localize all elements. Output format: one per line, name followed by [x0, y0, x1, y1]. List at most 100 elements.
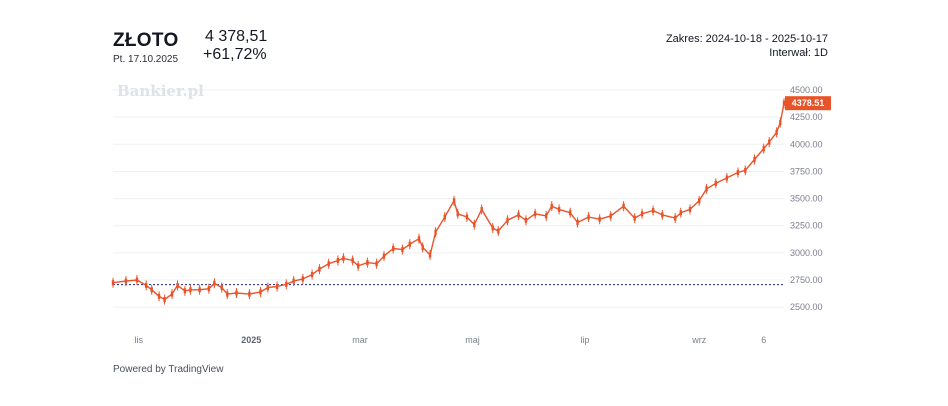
- candle-body: [310, 272, 314, 278]
- candle-body: [779, 120, 782, 126]
- candle-body: [220, 285, 223, 291]
- y-tick-label: 3500.00: [790, 194, 823, 204]
- interval: Interwał: 1D: [769, 47, 828, 59]
- candle-body: [275, 284, 279, 290]
- candle-body: [428, 252, 432, 258]
- y-tick-label: 3750.00: [790, 166, 823, 176]
- candle-body: [198, 287, 201, 293]
- x-tick-label: maj: [465, 335, 480, 345]
- candle-body: [366, 260, 369, 266]
- candle-body: [775, 129, 778, 135]
- candle-body: [688, 206, 692, 212]
- candle-body: [568, 210, 572, 216]
- candle-body: [491, 225, 494, 231]
- candle-body: [465, 214, 469, 220]
- bankier-watermark: Bankier.pl: [117, 82, 204, 100]
- candle-body: [318, 266, 321, 272]
- candle-body: [375, 261, 378, 267]
- candle-body: [327, 261, 330, 267]
- candle-body: [207, 286, 211, 292]
- candle-body: [111, 280, 115, 286]
- candle-body: [640, 211, 644, 217]
- candle-body: [421, 244, 424, 250]
- candle-body: [285, 281, 288, 287]
- y-tick-label: 4000.00: [790, 139, 823, 149]
- candle-body: [170, 291, 174, 297]
- candle-body: [598, 216, 601, 222]
- candle-body: [698, 198, 701, 204]
- candle-body: [651, 208, 655, 214]
- candle-body: [292, 278, 295, 284]
- price-change: +61,72%: [203, 46, 267, 63]
- candle-body: [342, 255, 345, 261]
- candle-body: [336, 257, 340, 263]
- candle-body: [714, 180, 717, 186]
- candle-body: [135, 277, 139, 283]
- y-tick-label: 4250.00: [790, 112, 823, 122]
- current-price: 4 378,51: [205, 28, 268, 45]
- candle-body: [473, 222, 476, 228]
- x-tick-label: lip: [580, 335, 589, 345]
- candle-body: [259, 289, 262, 295]
- candle-body: [622, 203, 625, 209]
- candle-body: [176, 282, 179, 288]
- date-range: Zakres: 2024-10-18 - 2025-10-17: [665, 33, 828, 45]
- candle-body: [434, 229, 437, 235]
- candle-body: [674, 215, 677, 221]
- candle-body: [183, 288, 187, 294]
- last-value-badge: [785, 96, 831, 111]
- candle-body: [443, 214, 447, 220]
- candle-body: [356, 263, 360, 269]
- candle-body: [736, 170, 740, 176]
- candle-body: [248, 291, 251, 297]
- candle-body: [517, 212, 520, 218]
- candle-body: [524, 217, 528, 223]
- candle-body: [452, 198, 456, 204]
- candle-body: [744, 167, 747, 173]
- candle-body: [391, 246, 395, 252]
- candle-body: [144, 282, 148, 288]
- candle-body: [235, 290, 238, 296]
- candle-body: [497, 228, 500, 234]
- candle-body: [609, 213, 612, 219]
- powered-by-link[interactable]: Powered by TradingView: [113, 364, 224, 375]
- candle-body: [753, 156, 756, 162]
- candle-body: [587, 214, 590, 220]
- candle-body: [725, 175, 729, 181]
- candle-body: [382, 253, 386, 259]
- candle-body: [480, 206, 483, 212]
- candle-body: [762, 146, 765, 152]
- candle-body: [533, 211, 537, 217]
- candle-body: [417, 236, 421, 242]
- y-tick-label: 4500.00: [790, 85, 823, 95]
- candle-body: [456, 211, 459, 217]
- candle-body: [506, 217, 509, 223]
- candle-body: [163, 297, 166, 303]
- candle-body: [189, 287, 192, 293]
- candle-body: [226, 291, 229, 297]
- x-tick-label: 2025: [241, 335, 261, 345]
- candle-body: [633, 215, 636, 221]
- candle-body: [401, 247, 404, 253]
- price-series-line: [112, 103, 785, 301]
- candle-body: [705, 186, 708, 192]
- candle-body: [301, 276, 305, 282]
- candle-body: [550, 203, 553, 209]
- candle-body: [408, 241, 411, 247]
- candle-body: [266, 285, 270, 291]
- instrument-name: ZŁOTO: [113, 30, 179, 51]
- candle-body: [576, 219, 579, 225]
- candle-body: [157, 293, 161, 299]
- y-tick-label: 3000.00: [790, 248, 823, 258]
- candle-body: [124, 278, 128, 284]
- candle-body: [213, 280, 216, 286]
- candle-body: [545, 213, 548, 219]
- y-tick-label: 3250.00: [790, 221, 823, 231]
- candle-body: [768, 139, 771, 145]
- last-value-label: 4378.51: [792, 98, 825, 108]
- candle-body: [150, 287, 153, 293]
- candle-body: [351, 257, 354, 263]
- x-tick-label: 6: [761, 335, 766, 345]
- x-tick-label: lis: [135, 335, 144, 345]
